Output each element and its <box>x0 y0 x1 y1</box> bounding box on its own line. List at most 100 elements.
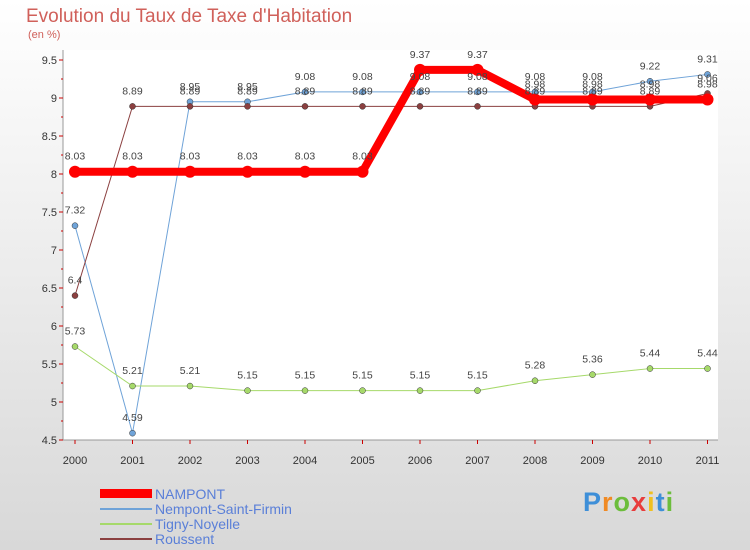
series-line-nampont <box>71 65 712 176</box>
data-point <box>474 88 481 96</box>
data-label: 8.03 <box>295 151 316 163</box>
data-point <box>359 88 366 96</box>
data-point <box>301 103 309 110</box>
data-label: 9.08 <box>467 71 488 83</box>
chart-title: Evolution du Taux de Taxe d'Habitation <box>26 6 353 27</box>
data-label: 8.89 <box>295 85 316 97</box>
proxiti-logo: Proxiti <box>583 487 674 518</box>
data-point <box>359 103 366 110</box>
data-point <box>704 71 711 78</box>
data-label: 8.89 <box>122 85 143 97</box>
data-label: 7.32 <box>65 205 86 217</box>
data-label: 5.15 <box>467 370 488 382</box>
logo-letter: i <box>665 487 675 517</box>
data-label: 8.89 <box>582 85 603 97</box>
data-point <box>71 222 79 229</box>
data-label: 8.98 <box>525 79 546 91</box>
logo-letter: t <box>655 487 666 517</box>
data-label: 8.03 <box>352 151 373 163</box>
series-line-tigny-noyelle <box>74 346 708 392</box>
legend-label: Roussent <box>155 530 215 547</box>
data-point <box>586 93 599 106</box>
data-label: 9.22 <box>640 60 661 72</box>
x-tick-label: 2009 <box>580 455 604 467</box>
data-label: 8.89 <box>180 85 201 97</box>
x-tick-label: 2001 <box>120 455 144 467</box>
data-label: 5.15 <box>295 370 316 382</box>
legend-item-tigny-noyelle: Tigny-Noyelle <box>100 515 292 532</box>
data-label: 5.21 <box>122 365 143 377</box>
data-label: 5.44 <box>697 348 718 360</box>
data-label: 8.98 <box>582 79 603 91</box>
logo-letter: i <box>647 487 656 517</box>
data-point <box>704 365 711 372</box>
data-point <box>301 387 309 394</box>
x-tick-label: 2006 <box>408 455 432 467</box>
legend-label: Nempont-Saint-Firmin <box>155 500 292 517</box>
legend-label: NAMPONT <box>155 485 225 502</box>
legend-label: Tigny-Noyelle <box>155 515 241 532</box>
legend-item-nempont-saint-firmin: Nempont-Saint-Firmin <box>100 500 292 517</box>
data-label: 8.89 <box>237 85 258 97</box>
data-label: 9.08 <box>352 71 373 83</box>
logo-letter: x <box>631 487 648 517</box>
data-point <box>129 429 136 437</box>
data-point <box>646 78 654 85</box>
data-label: 5.15 <box>410 370 431 382</box>
x-tick-label: 2007 <box>465 455 489 467</box>
data-label: 8.03 <box>237 151 258 163</box>
data-label: 4.59 <box>122 412 143 424</box>
data-label: 8.89 <box>467 85 488 97</box>
data-label: 9.31 <box>697 53 718 65</box>
data-label: 9.08 <box>410 71 431 83</box>
logo-letter: P <box>583 487 603 517</box>
data-label: 9.37 <box>467 49 488 61</box>
data-label: 8.89 <box>640 85 661 97</box>
data-label: 5.21 <box>180 365 201 377</box>
data-point <box>244 387 251 394</box>
data-point <box>701 93 714 106</box>
data-point <box>301 88 309 96</box>
y-tick-label: 6.5 <box>42 283 57 295</box>
data-label: 8.03 <box>65 151 86 163</box>
data-point <box>471 63 484 76</box>
data-label: 5.15 <box>237 370 258 382</box>
data-point <box>71 343 79 350</box>
data-point <box>416 88 424 96</box>
data-label: 8.89 <box>410 85 431 97</box>
data-label: 9.08 <box>525 71 546 83</box>
data-label: 5.44 <box>640 348 661 360</box>
x-tick-label: 2005 <box>350 455 374 467</box>
y-tick-label: 6 <box>51 321 57 333</box>
data-point <box>531 377 539 384</box>
logo-letter: r <box>602 487 614 517</box>
data-point <box>646 365 654 372</box>
x-tick-label: 2003 <box>235 455 259 467</box>
data-label: 5.28 <box>525 360 546 372</box>
data-label: 9.06 <box>697 72 718 84</box>
data-point <box>359 387 366 394</box>
data-point <box>186 382 194 390</box>
data-point <box>589 371 596 378</box>
data-label: 8.03 <box>180 151 201 163</box>
data-point <box>356 165 369 178</box>
y-tick-label: 9.5 <box>42 55 57 67</box>
legend: NAMPONT Nempont-Saint-Firmin Tigny-Noyel… <box>100 485 292 547</box>
data-label: 8.89 <box>352 85 373 97</box>
y-tick-label: 7.5 <box>42 207 57 219</box>
data-point <box>186 103 194 110</box>
series-line-nempont-saint-firmin <box>74 73 708 434</box>
data-point <box>299 165 311 178</box>
y-tick-label: 8.5 <box>42 131 57 143</box>
data-label: 8.98 <box>697 79 718 91</box>
data-point <box>71 292 79 299</box>
legend-swatch-tigny-noyelle <box>100 522 152 525</box>
data-label: 9.08 <box>295 71 316 83</box>
y-tick-label: 5.5 <box>42 359 57 371</box>
data-label: 8.03 <box>122 151 143 163</box>
legend-swatch-nempont-saint-firmin <box>100 507 152 510</box>
unit-label: (en %) <box>28 29 61 41</box>
data-point <box>644 93 656 106</box>
series-line-roussent <box>74 92 708 297</box>
y-tick-label: 5 <box>51 397 57 409</box>
